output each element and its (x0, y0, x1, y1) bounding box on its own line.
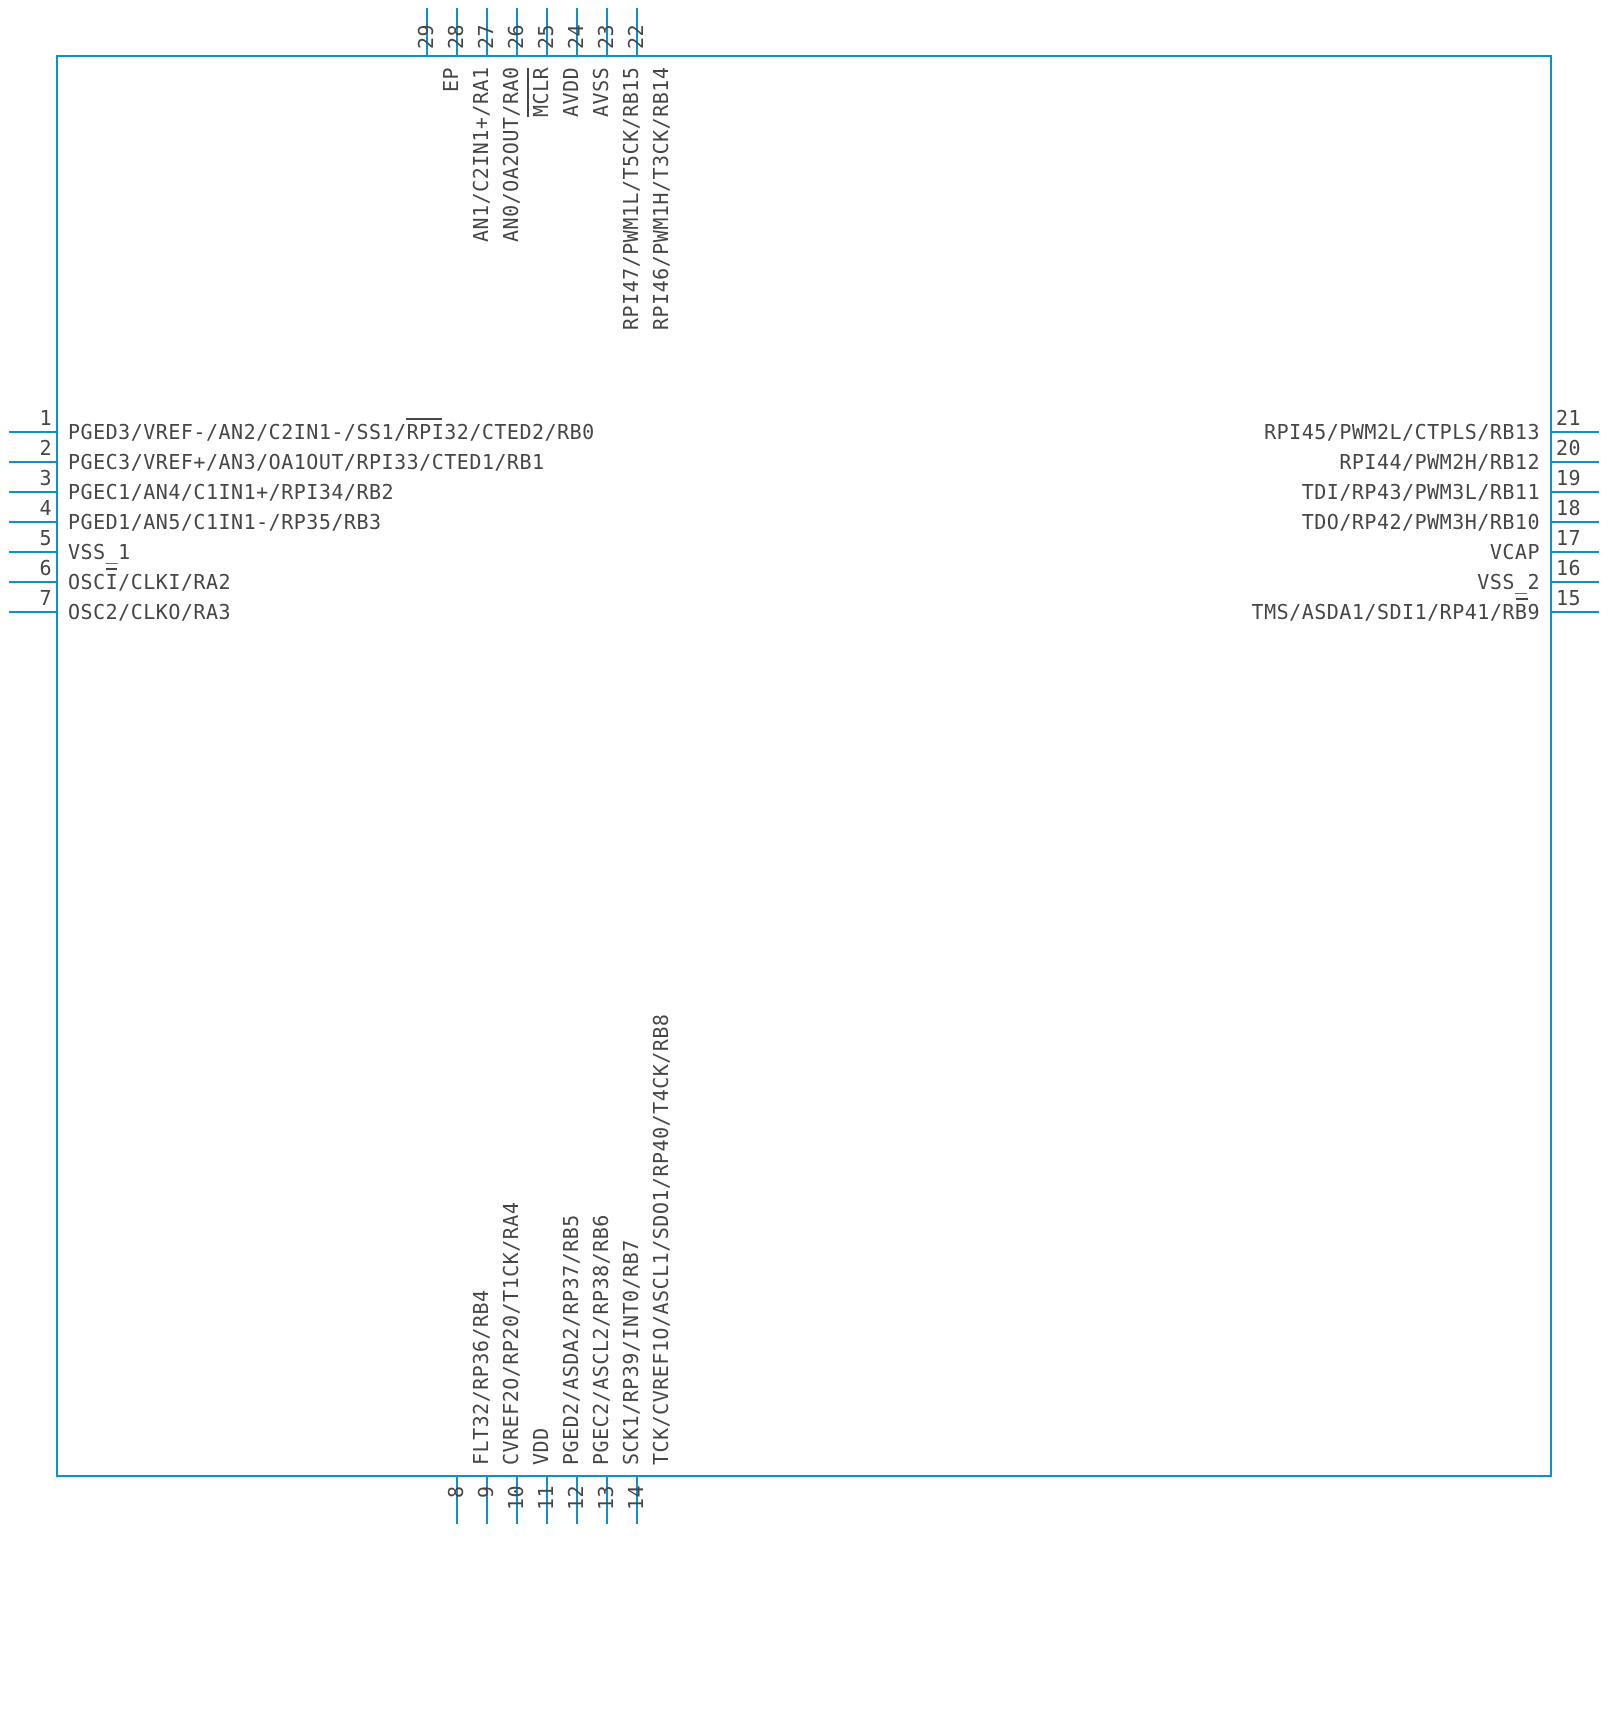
pin-lead (486, 1477, 488, 1524)
pin-label: CVREF2O/RP20/T1CK/RA4 (499, 1202, 523, 1465)
pin-lead (9, 521, 56, 523)
pin-label: TMS/ASDA1/SDI1/RP41/RB9 (1252, 600, 1540, 624)
inversion-bar (527, 68, 529, 117)
pin-lead (1552, 431, 1599, 433)
pin-label: AVSS (589, 67, 613, 117)
pin-number: 3 (39, 466, 52, 490)
pin-number: 11 (534, 1485, 558, 1510)
pin-number: 29 (414, 24, 438, 49)
pin-label: TDO/RP42/PWM3H/RB10 (1302, 510, 1540, 534)
pin-label: OSC2/CLKO/RA3 (68, 600, 231, 624)
pin-lead (9, 461, 56, 463)
pin-label: MCLR (529, 67, 553, 117)
pin-label: PGED2/ASDA2/RP37/RB5 (559, 1214, 583, 1465)
pin-label: OSCI/CLKI/RA2 (68, 570, 231, 594)
pin-label: VCAP (1490, 540, 1540, 564)
pin-label: PGEC3/VREF+/AN3/OA1OUT/RPI33/CTED1/RB1 (68, 450, 545, 474)
pin-number: 20 (1556, 436, 1581, 460)
pin-lead (9, 491, 56, 493)
pin-label: PGEC1/AN4/C1IN1+/RPI34/RB2 (68, 480, 394, 504)
pin-lead (1552, 581, 1599, 583)
pin-label: AVDD (559, 67, 583, 117)
pin-label: RPI47/PWM1L/T5CK/RB15 (619, 66, 643, 329)
pin-label: VSS_2 (1477, 570, 1540, 594)
pin-number: 12 (564, 1485, 588, 1510)
pin-lead (1552, 521, 1599, 523)
pin-lead (456, 1477, 458, 1524)
pin-number: 8 (444, 1485, 468, 1498)
pin-lead (1552, 551, 1599, 553)
inversion-bar (406, 418, 443, 420)
pin-number: 16 (1556, 556, 1581, 580)
pin-number: 1 (39, 406, 52, 430)
pin-lead (9, 431, 56, 433)
pin-number: 6 (39, 556, 52, 580)
inversion-bar (106, 568, 118, 570)
pin-label: AN0/OA2OUT/RA0 (499, 66, 523, 242)
pin-label: AN1/C2IN1+/RA1 (469, 66, 493, 242)
pin-lead (1552, 491, 1599, 493)
pin-number: 26 (504, 24, 528, 49)
pin-label: VDD (529, 1427, 553, 1465)
pin-number: 25 (534, 24, 558, 49)
pin-label: PGED3/VREF-/AN2/C2IN1-/SS1/RPI32/CTED2/R… (68, 420, 595, 444)
pin-lead (9, 581, 56, 583)
pin-number: 23 (594, 24, 618, 49)
pin-number: 7 (39, 586, 52, 610)
pin-number: 17 (1556, 526, 1581, 550)
pin-lead (9, 611, 56, 613)
pin-label: EP (439, 67, 463, 92)
pin-label: RPI45/PWM2L/CTPLS/RB13 (1264, 420, 1540, 444)
pin-label: RPI44/PWM2H/RB12 (1339, 450, 1540, 474)
pin-number: 28 (444, 24, 468, 49)
pin-label: VSS_1 (68, 540, 131, 564)
pin-lead (9, 551, 56, 553)
schematic-symbol: 1 PGED3/VREF-/AN2/C2IN1-/SS1/RPI32/CTED2/… (0, 0, 1608, 1728)
pin-label: PGED1/AN5/C1IN1-/RP35/RB3 (68, 510, 382, 534)
pin-label: PGEC2/ASCL2/RP38/RB6 (589, 1214, 613, 1465)
pin-number: 21 (1556, 406, 1581, 430)
pin-number: 2 (39, 436, 52, 460)
pin-number: 18 (1556, 496, 1581, 520)
pin-label: FLT32/RP36/RB4 (469, 1289, 493, 1465)
pin-number: 27 (474, 24, 498, 49)
pin-label: RPI46/PWM1H/T3CK/RB14 (649, 66, 673, 329)
inversion-bar (1516, 598, 1528, 600)
pin-number: 10 (504, 1485, 528, 1510)
pin-lead (1552, 461, 1599, 463)
pin-number: 4 (39, 496, 52, 520)
pin-number: 15 (1556, 586, 1581, 610)
pin-number: 14 (624, 1485, 648, 1510)
pin-number: 19 (1556, 466, 1581, 490)
pin-lead (1552, 611, 1599, 613)
pin-number: 22 (624, 24, 648, 49)
pin-number: 13 (594, 1485, 618, 1510)
chip-body (56, 55, 1552, 1477)
pin-number: 9 (474, 1485, 498, 1498)
pin-label: SCK1/RP39/INT0/RB7 (619, 1239, 643, 1465)
pin-label: TCK/CVREF1O/ASCL1/SDO1/RP40/T4CK/RB8 (649, 1014, 673, 1465)
pin-number: 5 (39, 526, 52, 550)
pin-number: 24 (564, 24, 588, 49)
pin-label: TDI/RP43/PWM3L/RB11 (1302, 480, 1540, 504)
